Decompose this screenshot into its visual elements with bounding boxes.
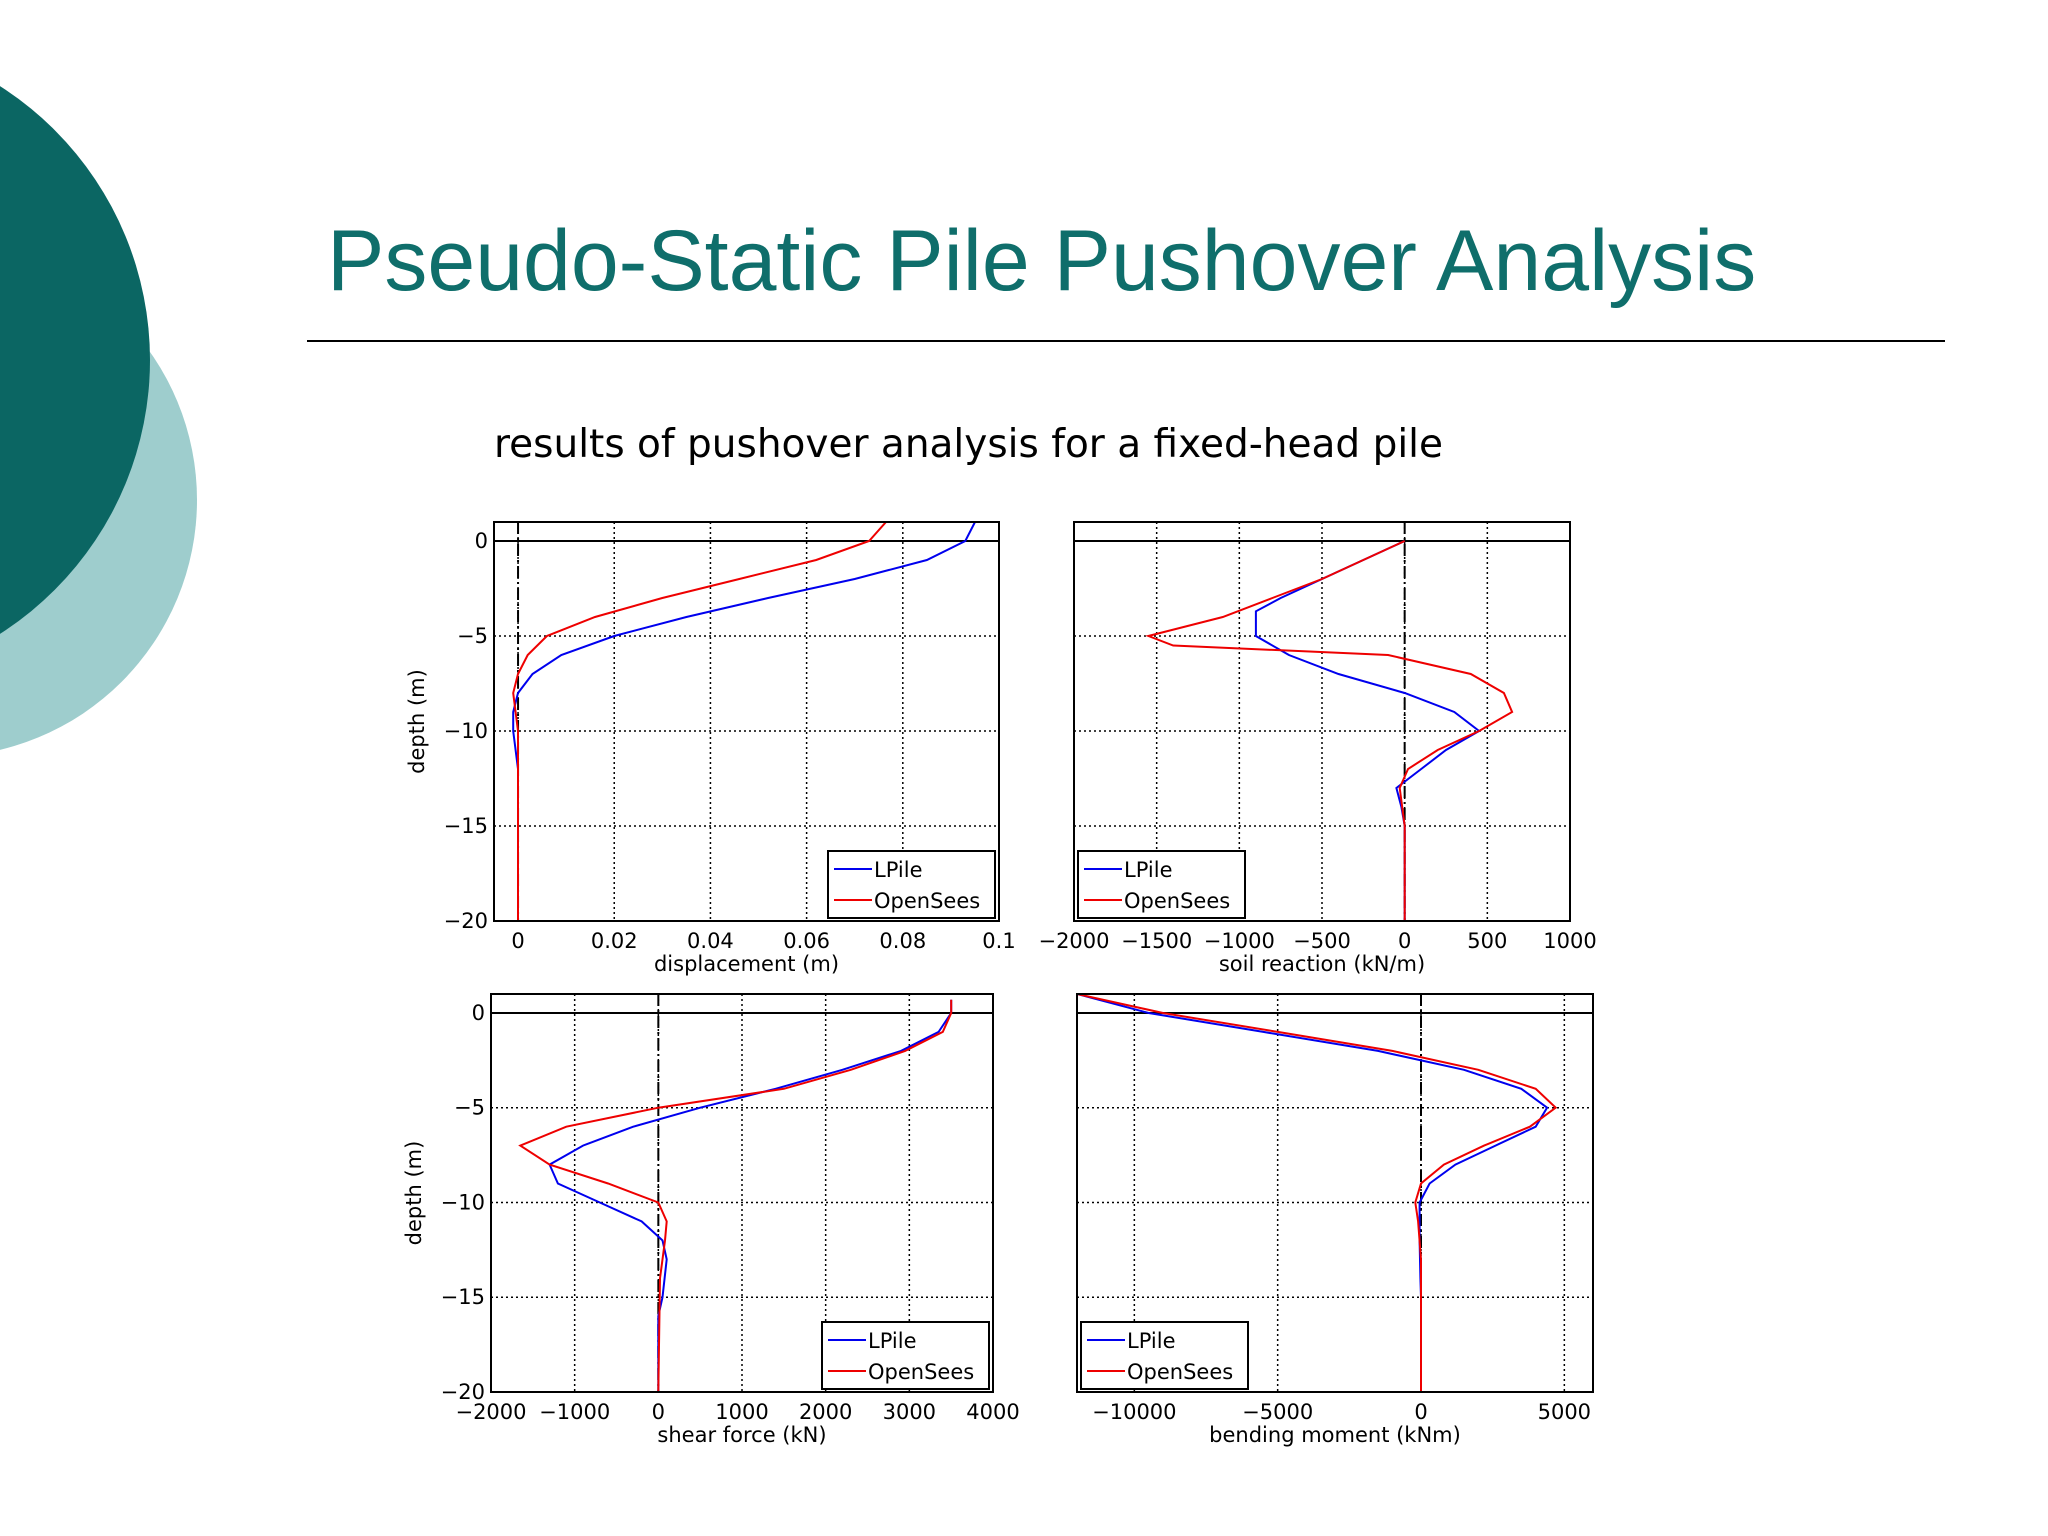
data-line [1145, 540, 1514, 921]
x-tick-label: −2000 [1038, 929, 1109, 953]
x-tick-label: 0.08 [879, 929, 926, 953]
legend-label: LPile [868, 1329, 917, 1353]
x-tick-label: 0 [1398, 929, 1411, 953]
legend-label: LPile [1124, 858, 1173, 882]
plot-frame [490, 993, 994, 1393]
x-tick-label: −1500 [1121, 929, 1192, 953]
y-axis-label: depth (m) [405, 669, 429, 774]
x-tick-label: 0.1 [982, 929, 1015, 953]
data-line [518, 999, 953, 1392]
x-axis-label: bending moment (kNm) [1209, 1423, 1461, 1447]
y-tick-label: −5 [454, 1096, 485, 1120]
slide-title: Pseudo-Static Pile Pushover Analysis [327, 213, 1756, 309]
plot-frame [493, 521, 1000, 922]
data-line [548, 999, 953, 1392]
legend-box [1077, 850, 1246, 919]
y-tick-label: −10 [441, 1190, 485, 1214]
legend-label: LPile [874, 858, 923, 882]
y-axis-label: depth (m) [402, 1141, 426, 1246]
y-tick-label: −20 [441, 1380, 485, 1404]
x-tick-label: −1000 [1204, 929, 1275, 953]
y-tick-label: −20 [444, 909, 488, 933]
plot-frame [1073, 521, 1571, 922]
x-axis-label: shear force (kN) [657, 1423, 826, 1447]
data-line [512, 522, 887, 921]
x-tick-label: −10000 [1092, 1400, 1176, 1424]
x-tick-label: −1000 [539, 1400, 610, 1424]
x-tick-label: −500 [1293, 929, 1351, 953]
x-tick-label: 2000 [799, 1400, 852, 1424]
x-tick-label: 0 [511, 929, 524, 953]
decor-circle [0, 86, 150, 634]
legend-box [821, 1321, 990, 1390]
legend-box [1080, 1321, 1249, 1390]
x-tick-label: −5000 [1242, 1400, 1313, 1424]
y-tick-label: 0 [475, 529, 488, 553]
y-tick-label: −15 [444, 814, 488, 838]
x-tick-label: −2000 [455, 1400, 526, 1424]
x-tick-label: 1000 [1543, 929, 1596, 953]
y-tick-label: −15 [441, 1285, 485, 1309]
y-tick-label: −10 [444, 719, 488, 743]
x-tick-label: 3000 [883, 1400, 936, 1424]
x-axis-label: soil reaction (kN/m) [1219, 952, 1425, 976]
y-tick-label: −5 [457, 624, 488, 648]
legend-label: OpenSees [874, 889, 980, 913]
plot-frame [1076, 993, 1594, 1393]
x-tick-label: 1000 [715, 1400, 768, 1424]
x-tick-label: 4000 [966, 1400, 1019, 1424]
legend-box [827, 850, 996, 919]
legend-label: LPile [1127, 1329, 1176, 1353]
x-tick-label: 0.02 [591, 929, 638, 953]
x-tick-label: 5000 [1538, 1400, 1591, 1424]
x-tick-label: 0.04 [687, 929, 734, 953]
legend-label: OpenSees [1124, 889, 1230, 913]
y-tick-label: 0 [472, 1001, 485, 1025]
x-tick-label: 500 [1467, 929, 1507, 953]
x-tick-label: 0.06 [783, 929, 830, 953]
data-line [512, 522, 976, 921]
x-tick-label: 0 [652, 1400, 665, 1424]
legend-label: OpenSees [868, 1360, 974, 1384]
x-tick-label: 0 [1414, 1400, 1427, 1424]
x-axis-label: displacement (m) [654, 952, 839, 976]
slide-subtitle: results of pushover analysis for a fixed… [494, 422, 1443, 467]
data-line [1254, 540, 1481, 921]
data-line [1077, 994, 1558, 1392]
legend-label: OpenSees [1127, 1360, 1233, 1384]
